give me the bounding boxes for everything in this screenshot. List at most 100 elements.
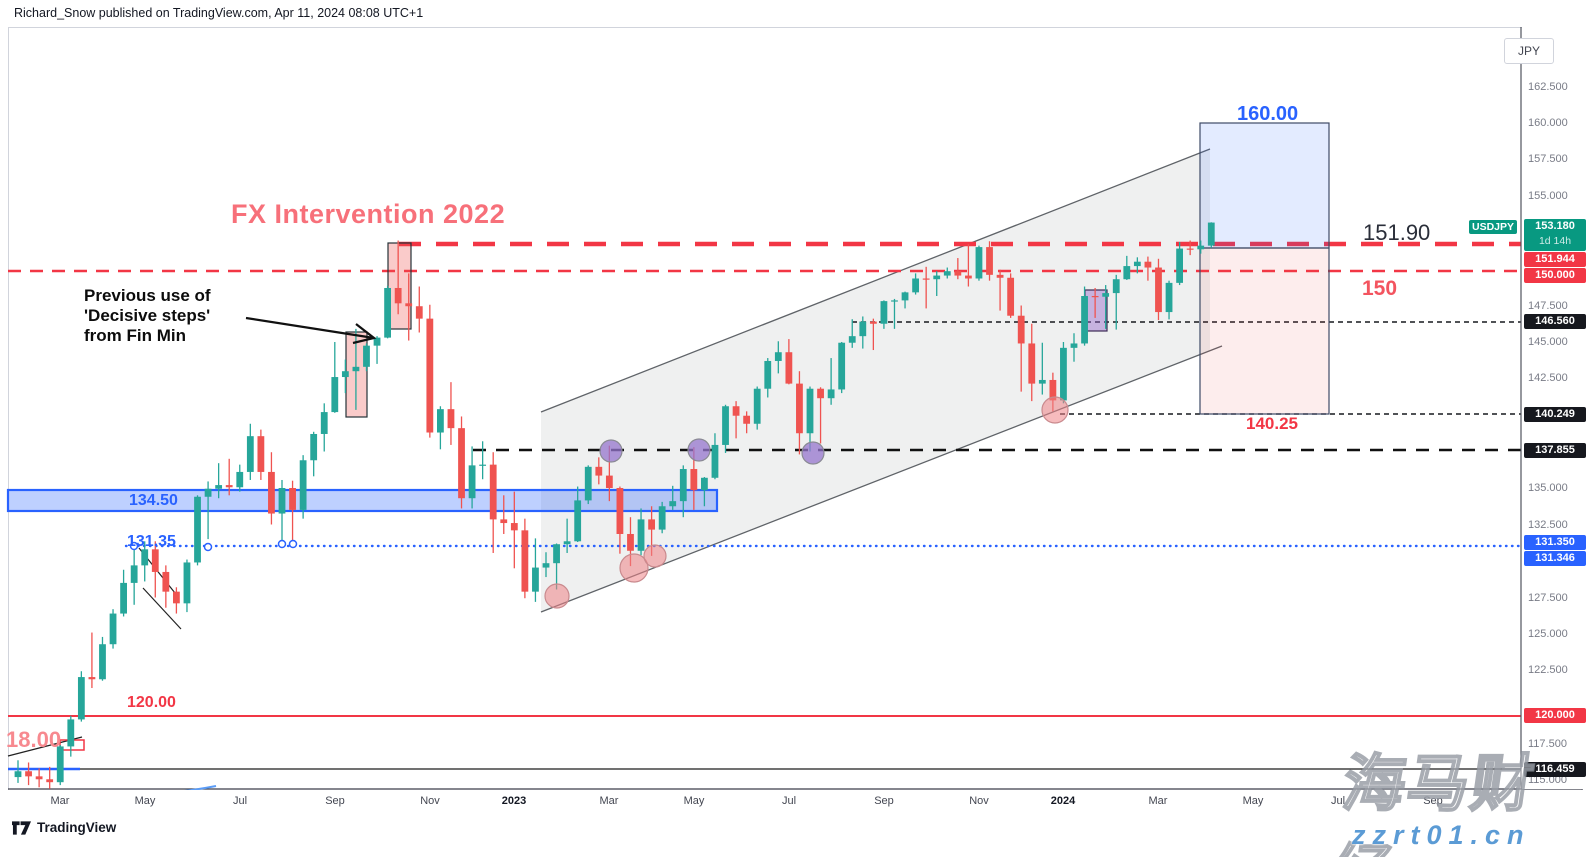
- candle-body: [1176, 248, 1183, 283]
- candle-body: [489, 464, 497, 520]
- candle-body: [257, 436, 265, 472]
- candle-body: [1186, 248, 1194, 250]
- decisive-steps-line1: Previous use of: [84, 286, 211, 305]
- candle-body: [194, 496, 201, 563]
- candle-body: [1049, 379, 1057, 401]
- time-axis[interactable]: Mar May Jul Sep Nov 2023 Mar May Jul Sep Nov 2024 Ma…: [8, 790, 1583, 815]
- tradingview-logo-icon[interactable]: [12, 820, 31, 835]
- candle-body: [880, 301, 888, 324]
- candle-body: [1102, 293, 1110, 297]
- price-tick: 135.000: [1528, 482, 1568, 494]
- candle-body: [827, 389, 835, 399]
- candle-body: [352, 366, 360, 372]
- candle-body: [510, 523, 518, 531]
- price-axis[interactable]: 162.500 160.000 157.500 155.000 147.500 145.0…: [1522, 27, 1590, 789]
- candle-body: [99, 644, 106, 680]
- candle-body: [151, 549, 159, 572]
- channel-bottom-line: [540, 345, 1223, 613]
- candle-body: [331, 377, 339, 413]
- downside-target-box-140.25: [1199, 247, 1330, 415]
- candle-body: [183, 562, 191, 604]
- time-tick-May: May: [134, 795, 156, 807]
- footer-attribution: TradingView: [12, 820, 116, 835]
- candle-body: [141, 549, 149, 566]
- price-badge-151.944: 151.944: [1524, 252, 1586, 267]
- level-label-120: 120.00: [127, 694, 176, 711]
- price-tick: 117.500: [1528, 738, 1567, 750]
- currency-button[interactable]: JPY: [1504, 38, 1554, 64]
- candle-body: [922, 278, 930, 280]
- time-tick-2023: 2023: [501, 795, 527, 807]
- price-tick: 147.500: [1528, 300, 1568, 312]
- candle-body: [130, 565, 138, 583]
- tradingview-brand[interactable]: TradingView: [37, 820, 117, 835]
- pink-event-circle: [1041, 396, 1069, 424]
- candle-body: [542, 563, 550, 568]
- candle-body: [774, 352, 782, 361]
- decisive-steps-line2: 'Decisive steps': [84, 306, 211, 325]
- candle-body: [1017, 315, 1025, 344]
- intervention-zone-oct-2022: [387, 242, 412, 330]
- candle-body: [320, 412, 328, 434]
- candle-body: [447, 409, 455, 429]
- level-label-150: 150: [1362, 277, 1398, 300]
- candle-body: [722, 406, 729, 445]
- candle-body: [405, 303, 413, 307]
- touch-point-circle: [203, 542, 213, 552]
- candle-body: [901, 292, 909, 301]
- time-tick-Sep: Sep: [874, 795, 894, 807]
- candle-body: [690, 469, 698, 491]
- pink-event-circle: [643, 544, 667, 568]
- candle-body: [648, 519, 655, 530]
- symbol-tag: USDJPY: [1469, 220, 1517, 234]
- touch-point-circle: [288, 539, 298, 549]
- candle-body: [669, 501, 677, 507]
- time-tick-May: May: [683, 795, 705, 807]
- candle-body: [817, 388, 824, 399]
- time-tick-Jul: Jul: [1330, 795, 1346, 807]
- candle-body: [1038, 379, 1046, 384]
- candle-body: [711, 444, 719, 478]
- ascending-channel-fill: [541, 149, 1210, 612]
- fx-intervention-label: FX Intervention 2022: [231, 199, 506, 229]
- candle-body: [701, 477, 708, 491]
- candle-body: [236, 471, 244, 488]
- candle-body: [109, 613, 117, 645]
- level-label-151-90: 151.90: [1363, 220, 1431, 245]
- pink-event-circle: [619, 553, 649, 583]
- price-badge-131.350: 131.350: [1524, 535, 1586, 550]
- candle-body: [838, 342, 846, 390]
- candle-body: [77, 677, 85, 720]
- candle-body: [1070, 343, 1078, 348]
- candle-body: [521, 530, 529, 592]
- candle-body: [46, 779, 54, 783]
- channel-top-line: [540, 148, 1211, 413]
- candle-body: [225, 485, 233, 488]
- candle-body: [1091, 296, 1099, 298]
- level-label-118: 18.00: [6, 727, 62, 752]
- candle-body: [658, 506, 666, 530]
- price-tick: 142.500: [1528, 372, 1568, 384]
- time-tick-Mar: Mar: [50, 795, 70, 807]
- candle-body: [954, 271, 962, 276]
- price-tick: 162.500: [1528, 81, 1568, 93]
- candle-body: [1112, 279, 1120, 294]
- touch-point-circle: [277, 539, 287, 549]
- candle-body: [563, 541, 571, 545]
- upside-target-box-160: [1199, 122, 1330, 249]
- price-badge-146.560: 146.560: [1524, 314, 1586, 329]
- candle-body: [859, 321, 867, 337]
- price-tick: 132.500: [1528, 519, 1568, 531]
- candle-body: [912, 278, 919, 293]
- candle-body: [310, 433, 318, 461]
- candle-body: [341, 371, 349, 378]
- candle-body: [14, 771, 22, 778]
- price-tick: 155.000: [1528, 190, 1568, 202]
- candle-body: [679, 469, 687, 502]
- candle-body: [204, 488, 212, 497]
- purple-event-circle: [687, 438, 711, 462]
- decisive-steps-note: Previous use of 'Decisive steps' from Fi…: [84, 286, 211, 346]
- time-tick-Mar: Mar: [1148, 795, 1168, 807]
